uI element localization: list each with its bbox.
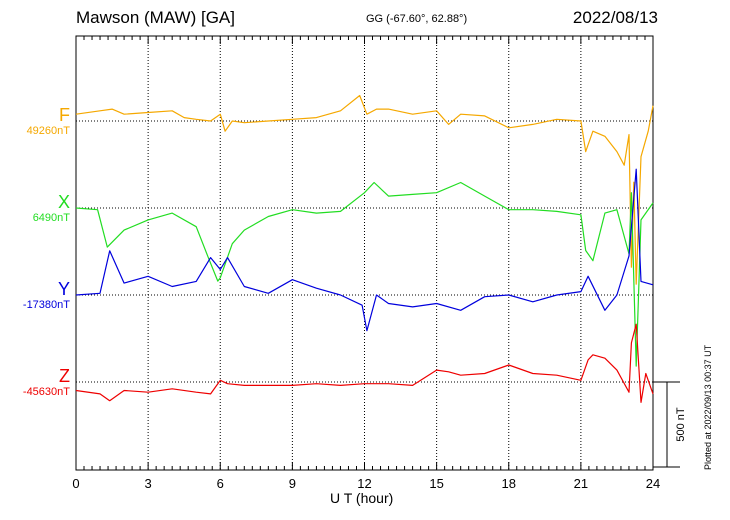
series-line-x: [75, 181, 654, 367]
scale-bar-label: 500 nT: [675, 407, 687, 442]
date-label: 2022/08/13: [572, 8, 658, 27]
x-tick-label-24: 24: [646, 476, 660, 491]
coordinates-label: GG (-67.60°, 62.88°): [366, 13, 468, 25]
series-line-y: [75, 168, 654, 332]
component-label-x: X 6490nT: [32, 192, 70, 224]
x-tick-label-12: 12: [357, 476, 371, 491]
component-label-y: Y -17380nT: [22, 279, 70, 311]
x-tick-label-9: 9: [289, 476, 296, 491]
x-axis-title: U T (hour): [330, 490, 394, 506]
x-tick-label-0: 0: [72, 476, 79, 491]
series-line-f: [75, 94, 654, 285]
x-tick-label-3: 3: [145, 476, 152, 491]
x-tick-label-18: 18: [502, 476, 516, 491]
plotted-timestamp: Plotted at 2022/09/13 00:37 UT: [703, 344, 713, 470]
station-title: Mawson (MAW) [GA]: [76, 8, 235, 27]
component-label-z: Z -45630nT: [22, 366, 70, 398]
x-tick-label-15: 15: [429, 476, 443, 491]
component-label-f: F 49260nT: [26, 105, 70, 137]
x-tick-label-21: 21: [574, 476, 588, 491]
x-tick-label-6: 6: [217, 476, 224, 491]
series-line-z: [75, 323, 654, 403]
